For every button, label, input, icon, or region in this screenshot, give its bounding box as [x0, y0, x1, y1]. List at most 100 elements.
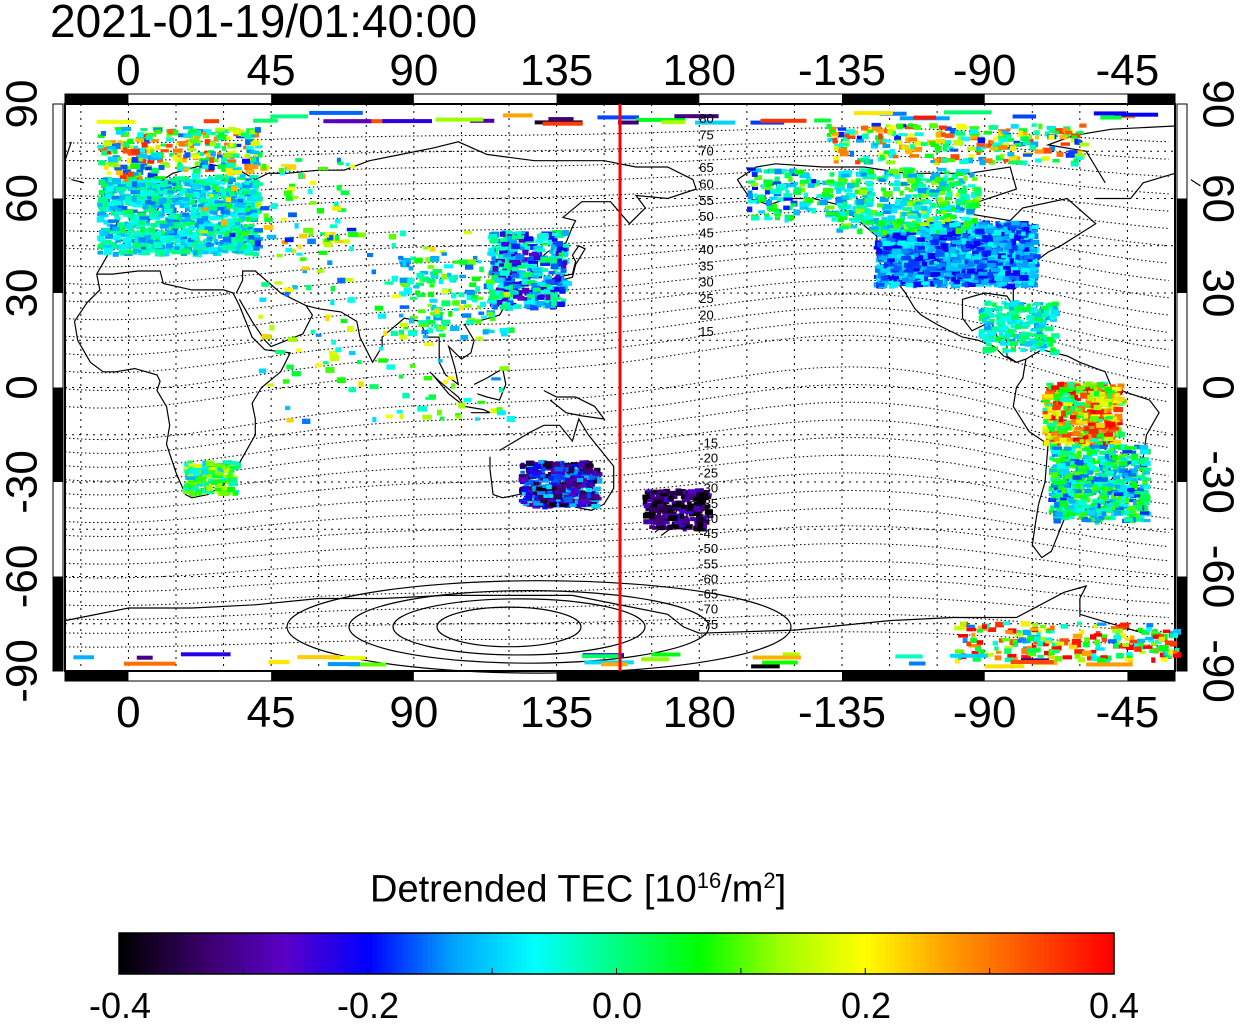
tec-point: [1090, 438, 1099, 442]
tec-point: [656, 494, 660, 499]
tec-point: [956, 228, 961, 234]
tec-point: [481, 316, 487, 319]
tec-point: [505, 286, 511, 289]
tec-point: [1011, 347, 1016, 351]
tec-point: [894, 265, 903, 270]
tec-point: [459, 260, 467, 266]
tec-point: [668, 496, 674, 501]
tec-point: [858, 209, 865, 213]
tec-point: [643, 499, 647, 504]
tec-point: [177, 230, 183, 234]
tec-point: [935, 177, 940, 183]
tec-point: [182, 197, 190, 201]
tec-point: [929, 190, 939, 193]
tec-point: [893, 187, 900, 192]
tec-point: [879, 179, 886, 183]
tec-point: [511, 291, 517, 294]
tec-point: [99, 230, 103, 235]
tec-point: [430, 256, 439, 262]
tec-point: [131, 149, 140, 155]
tec-point: [1045, 326, 1054, 331]
tec-point: [191, 491, 196, 496]
tec-point: [107, 146, 116, 149]
tec-point: [891, 282, 900, 286]
tec-point: [685, 511, 694, 514]
tec-point: [935, 252, 945, 258]
tec-point: [101, 241, 108, 244]
tec-point: [418, 320, 427, 324]
tec-point: [512, 267, 518, 271]
tec-point: [236, 144, 242, 147]
tec-point: [515, 235, 524, 239]
tec-point: [888, 169, 897, 174]
tec-point: [972, 256, 979, 259]
tec-point: [837, 217, 844, 222]
tec-point: [249, 240, 254, 244]
tec-point: [946, 193, 951, 198]
tec-point: [213, 211, 218, 215]
tec-point: [1014, 236, 1021, 240]
tec-point: [418, 309, 426, 313]
tec-point: [867, 184, 873, 187]
tec-point: [489, 295, 499, 300]
tec-point: [227, 223, 233, 228]
tec-point: [651, 504, 657, 508]
tec-point: [1107, 393, 1112, 398]
tec-point: [1107, 409, 1111, 413]
tec-point: [972, 177, 977, 181]
tec-point: [1051, 431, 1056, 436]
left-axis-bar: [53, 577, 63, 672]
tec-point: [512, 273, 519, 278]
top-axis-bar: [1127, 94, 1175, 104]
tec-point: [1015, 324, 1021, 330]
tec-point: [980, 314, 987, 318]
tec-point: [191, 235, 198, 239]
tec-point: [944, 187, 949, 191]
tec-point: [104, 251, 109, 256]
tec-point: [477, 260, 481, 263]
tec-point: [111, 196, 119, 200]
tec-point: [546, 484, 552, 489]
tec-point: [556, 302, 565, 308]
tec-point: [851, 220, 861, 223]
tec-point: [956, 169, 965, 172]
tec-point: [1033, 303, 1041, 306]
tec-point: [869, 226, 879, 230]
tec-point: [1109, 429, 1116, 432]
tec-point: [950, 254, 957, 258]
tec-point: [164, 209, 172, 213]
tec-point: [658, 490, 666, 493]
tec-point: [928, 249, 936, 252]
tec-point: [1084, 436, 1089, 439]
tec-point: [1004, 349, 1009, 353]
tec-point: [488, 284, 494, 290]
tec-point: [461, 300, 466, 304]
tec-point: [130, 190, 140, 194]
tec-point: [148, 227, 155, 232]
tec-point: [108, 162, 117, 167]
tec-point: [1012, 245, 1018, 251]
tec-point: [227, 218, 233, 222]
tec-point: [1012, 315, 1020, 320]
tec-point: [921, 194, 929, 198]
tec-point: [552, 232, 559, 236]
tec-point: [962, 283, 969, 287]
tec-point: [130, 164, 139, 170]
tec-point: [1066, 387, 1073, 392]
tec-point: [858, 229, 863, 235]
tec-point: [1042, 306, 1048, 311]
tec-point: [120, 195, 125, 200]
tec-point: [113, 150, 118, 154]
tec-point: [140, 227, 145, 233]
tec-point: [1011, 325, 1016, 328]
tec-point: [986, 301, 991, 305]
tec-point: [961, 217, 971, 221]
tec-point: [550, 250, 554, 254]
tec-point: [184, 152, 190, 158]
tec-point: [120, 187, 126, 191]
tec-point: [174, 185, 182, 190]
tec-point: [533, 268, 541, 274]
tec-point: [500, 305, 509, 310]
tec-point: [681, 494, 685, 499]
left-axis-bar: [53, 199, 63, 294]
